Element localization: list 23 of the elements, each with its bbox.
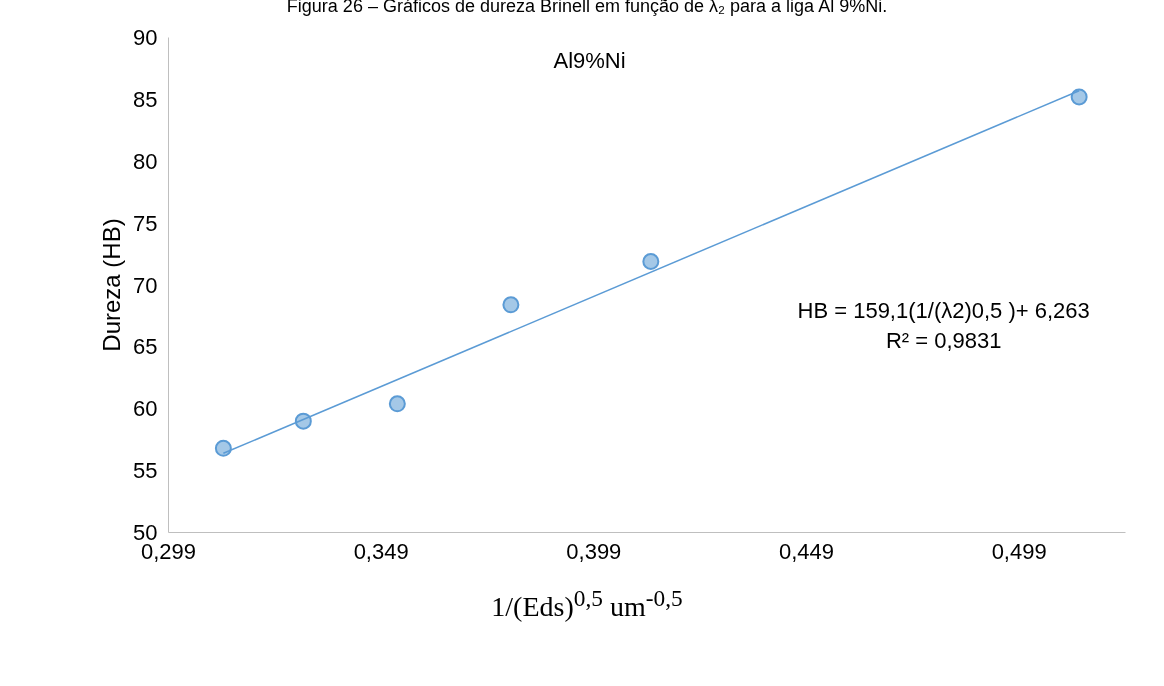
y-tick-label: 90 [133, 25, 158, 50]
y-tick-label: 70 [133, 272, 158, 298]
y-tick-label: 75 [133, 210, 158, 236]
y-tick-label: 55 [133, 458, 158, 484]
x-tick-label: 0,399 [566, 538, 622, 564]
x-tick-label: 0,349 [353, 538, 409, 564]
point [642, 253, 660, 270]
point [388, 395, 406, 413]
y-tick-label: 85 [133, 86, 158, 112]
y-tick-label: 80 [133, 148, 158, 174]
y-tick-label: 60 [133, 396, 158, 422]
y-tick-label: 50 [133, 520, 158, 545]
y-tick-label: 65 [133, 334, 158, 360]
point [214, 439, 232, 457]
x-tick-label: 0,449 [778, 538, 835, 564]
annotation: HB = 159,1(1/(λ2)0,5 )+ 6,263 [797, 297, 1090, 323]
annotation: R² = 0,9831 [885, 327, 1002, 353]
text: Al9%Ni [553, 47, 626, 73]
x-tick-label: 0,499 [991, 538, 1047, 564]
point [502, 296, 520, 314]
y-axis-title: Dureza (HB) [98, 218, 126, 352]
x-axis-title: 1/(Eds)$^{0,5}$ um$^{-0,5}$ [491, 584, 683, 625]
point [1070, 88, 1088, 106]
